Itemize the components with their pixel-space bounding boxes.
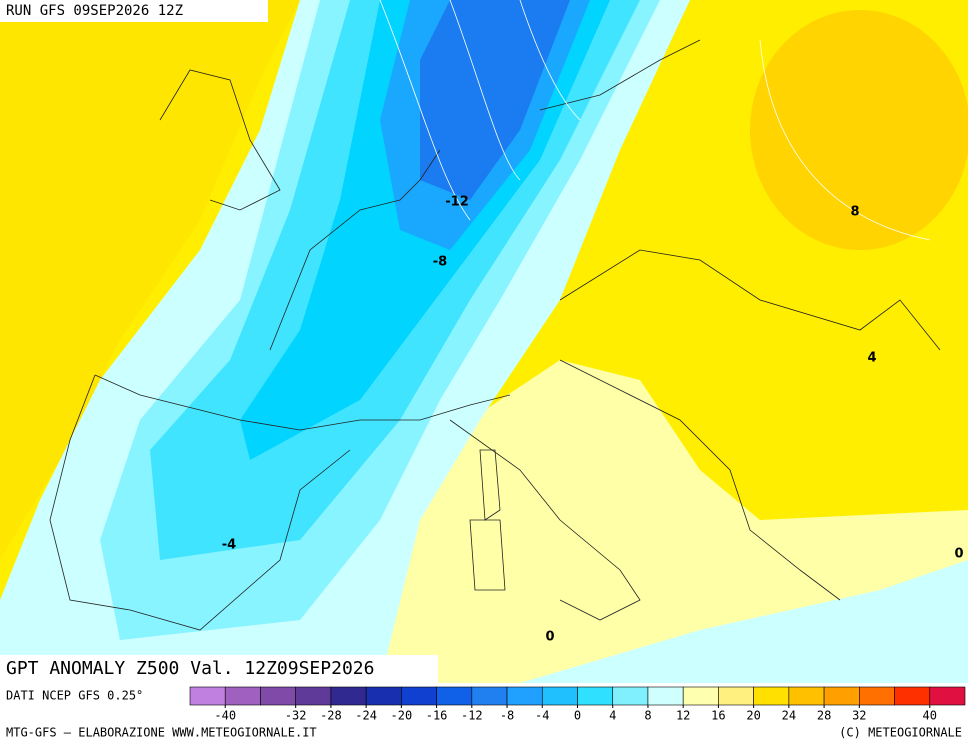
colorbar-swatch bbox=[436, 686, 473, 706]
colorbar-tick-label: 8 bbox=[644, 709, 651, 723]
contour-label: -12 bbox=[445, 195, 469, 210]
run-label: RUN GFS 09SEP2026 12Z bbox=[6, 3, 183, 19]
colorbar-swatch bbox=[365, 686, 402, 706]
colorbar-tick-label: 40 bbox=[923, 709, 937, 723]
colorbar-tick-label: -32 bbox=[285, 709, 307, 723]
map-title: GPT ANOMALY Z500 Val. 12Z09SEP2026 bbox=[6, 658, 374, 679]
colorbar-swatch bbox=[859, 686, 895, 706]
colorbar-tick-label: -40 bbox=[214, 709, 236, 723]
colorbar-swatch bbox=[471, 686, 508, 706]
header-box bbox=[0, 0, 268, 22]
map bbox=[0, 0, 968, 683]
title-box bbox=[0, 655, 438, 683]
contour-label: 4 bbox=[867, 351, 876, 366]
colorbar-swatch bbox=[682, 686, 719, 706]
colorbar-swatch bbox=[260, 686, 296, 706]
contour-label: 0 bbox=[954, 547, 963, 562]
source-label: DATI NCEP GFS 0.25° bbox=[6, 689, 143, 703]
contour-label: 0 bbox=[545, 630, 554, 645]
colorbar-tick-label: 4 bbox=[609, 709, 616, 723]
colorbar-tick-label: -12 bbox=[461, 709, 483, 723]
colorbar-tick-label: 12 bbox=[676, 709, 690, 723]
colorbar-tick-label: 16 bbox=[711, 709, 725, 723]
colorbar-swatch bbox=[189, 686, 226, 706]
contour-label: -4 bbox=[222, 538, 236, 553]
colorbar-swatch bbox=[753, 686, 790, 706]
colorbar-swatch bbox=[718, 686, 754, 706]
colorbar-tick-label: 28 bbox=[817, 709, 831, 723]
colorbar-tick-label: -4 bbox=[535, 709, 549, 723]
colorbar-swatch bbox=[647, 686, 684, 706]
colorbar-swatch bbox=[330, 686, 367, 706]
colorbar-swatch bbox=[541, 686, 578, 706]
contour-label: -8 bbox=[433, 255, 447, 270]
colorbar-tick-label: -24 bbox=[355, 709, 377, 723]
colorbar-swatch bbox=[788, 686, 825, 706]
colorbar-tick-label: -8 bbox=[500, 709, 514, 723]
colorbar-tick-label: -20 bbox=[391, 709, 413, 723]
colorbar-swatch bbox=[894, 686, 931, 706]
colorbar-swatch bbox=[295, 686, 332, 706]
footer-left: MTG-GFS — ELABORAZIONE WWW.METEOGIORNALE… bbox=[6, 726, 317, 740]
colorbar-tick-label: -28 bbox=[320, 709, 342, 723]
colorbar-swatch bbox=[929, 686, 966, 706]
colorbar-swatch bbox=[577, 686, 614, 706]
colorbar-tick-label: -16 bbox=[426, 709, 448, 723]
colorbar-tick-label: 0 bbox=[574, 709, 581, 723]
colorbar-swatch bbox=[823, 686, 860, 706]
footer-right: (C) METEOGIORNALE bbox=[839, 726, 962, 740]
contour-label: 8 bbox=[850, 205, 859, 220]
colorbar-swatch bbox=[506, 686, 543, 706]
colorbar-swatch bbox=[224, 686, 261, 706]
colorbar-tick-label: 32 bbox=[852, 709, 866, 723]
colorbar-tick-label: 24 bbox=[782, 709, 796, 723]
colorbar-swatch bbox=[612, 686, 649, 706]
colorbar-tick-label: 20 bbox=[746, 709, 760, 723]
colorbar-swatch bbox=[401, 686, 437, 706]
